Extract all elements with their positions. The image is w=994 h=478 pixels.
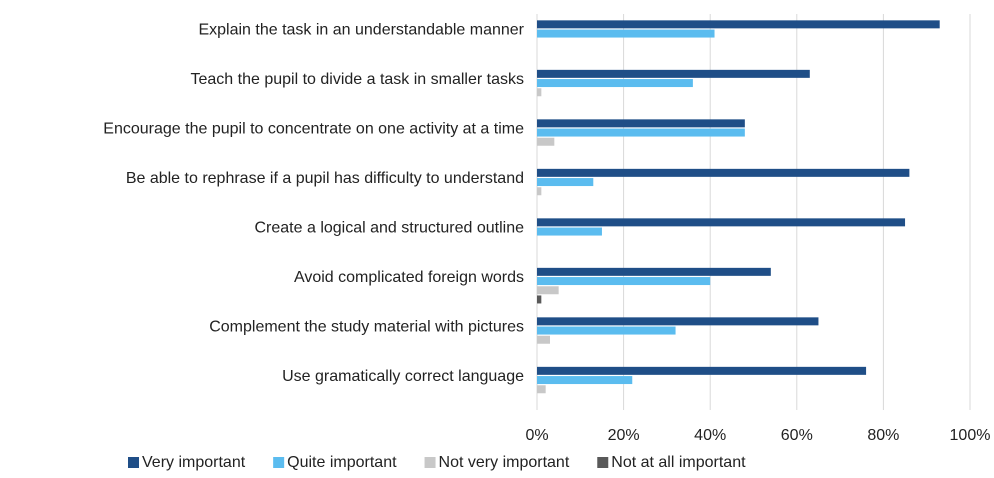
bar bbox=[537, 29, 715, 38]
bar bbox=[537, 187, 542, 196]
legend-swatch bbox=[597, 457, 609, 468]
bar bbox=[537, 168, 910, 177]
bar bbox=[537, 326, 676, 335]
x-tick-label: 60% bbox=[781, 427, 813, 444]
bar bbox=[537, 366, 867, 375]
legend-swatch bbox=[424, 457, 436, 468]
bar bbox=[537, 20, 940, 29]
legend-swatch bbox=[273, 457, 285, 468]
bar bbox=[537, 286, 559, 295]
bar bbox=[537, 69, 810, 78]
bar bbox=[537, 317, 819, 326]
bar bbox=[537, 335, 550, 344]
x-tick-label: 80% bbox=[867, 427, 899, 444]
legend-label: Quite important bbox=[287, 454, 397, 471]
bar bbox=[537, 137, 555, 146]
y-tick-label: Encourage the pupil to concentrate on on… bbox=[103, 121, 524, 138]
bar bbox=[537, 128, 745, 137]
y-tick-label: Avoid complicated foreign words bbox=[294, 269, 524, 286]
bar bbox=[537, 79, 693, 88]
bar bbox=[537, 88, 542, 97]
bar bbox=[537, 385, 546, 394]
x-tick-label: 40% bbox=[694, 427, 726, 444]
bar bbox=[537, 227, 602, 236]
bar bbox=[537, 218, 906, 227]
bar bbox=[537, 376, 633, 385]
y-tick-label: Create a logical and structured outline bbox=[255, 220, 525, 237]
x-tick-label: 100% bbox=[950, 427, 991, 444]
x-tick-label: 0% bbox=[525, 427, 548, 444]
legend-swatch bbox=[128, 457, 139, 468]
bar bbox=[537, 295, 542, 304]
bar bbox=[537, 119, 745, 128]
y-tick-label: Complement the study material with pictu… bbox=[209, 319, 524, 336]
y-tick-label: Teach the pupil to divide a task in smal… bbox=[191, 71, 525, 88]
legend-label: Not at all important bbox=[611, 454, 746, 471]
y-tick-label: Explain the task in an understandable ma… bbox=[198, 22, 524, 39]
y-tick-label: Use gramatically correct language bbox=[282, 368, 524, 385]
legend-label: Not very important bbox=[439, 454, 570, 471]
bar bbox=[537, 277, 711, 286]
legend-label: Very important bbox=[142, 454, 246, 471]
bar bbox=[537, 267, 771, 276]
x-tick-label: 20% bbox=[608, 427, 640, 444]
bar bbox=[537, 178, 594, 187]
y-tick-label: Be able to rephrase if a pupil has diffi… bbox=[126, 170, 524, 187]
